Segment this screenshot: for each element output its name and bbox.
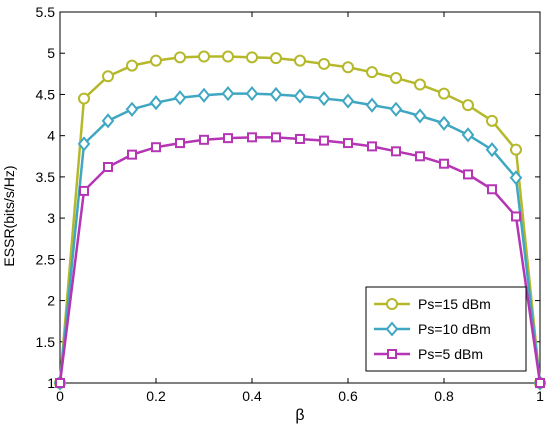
legend-marker (386, 298, 398, 310)
y-tick-label: 4.5 (36, 86, 56, 102)
series-layer (53, 50, 547, 391)
data-point (175, 138, 185, 149)
y-tick-label: 3 (47, 210, 55, 226)
data-point (246, 51, 258, 64)
data-point (390, 71, 402, 84)
data-point (221, 86, 235, 102)
y-tick-label: 4 (47, 128, 55, 144)
data-point (150, 54, 162, 67)
y-tick-label: 1 (47, 375, 55, 391)
data-point (510, 143, 522, 156)
data-point (511, 211, 521, 222)
data-point (55, 378, 65, 388)
x-axis-label: β (295, 407, 304, 424)
data-point (438, 87, 450, 100)
data-point (223, 133, 233, 144)
data-point (367, 141, 377, 152)
data-point (439, 158, 449, 169)
data-point (198, 50, 210, 63)
data-point (294, 54, 306, 67)
legend: Ps=15 dBm Ps=10 dBm Ps=5 dBm (365, 286, 527, 372)
data-point (366, 66, 378, 79)
y-tick-label: 5.5 (36, 4, 56, 20)
data-point (535, 378, 545, 388)
y-tick-label: 5 (47, 45, 55, 61)
data-point (485, 142, 499, 158)
data-point (487, 184, 497, 195)
x-tick-label: 1 (536, 388, 544, 404)
data-point (125, 101, 139, 117)
data-point (222, 50, 234, 63)
y-tick-label: 2 (47, 293, 55, 309)
data-point (415, 151, 425, 162)
data-point (199, 134, 209, 145)
data-point (342, 61, 354, 74)
data-point (245, 86, 259, 102)
data-point (197, 87, 211, 103)
data-point (149, 95, 163, 111)
x-tick-label: 0 (56, 388, 64, 404)
data-point (126, 59, 138, 72)
data-point (365, 97, 379, 113)
data-point (173, 90, 187, 106)
x-tick-label: 0.8 (434, 388, 454, 404)
data-point (486, 114, 498, 127)
data-point (389, 101, 403, 117)
data-point (271, 132, 281, 143)
y-axis-label: ESSR(bits/s/Hz) (1, 165, 17, 266)
data-point (319, 135, 329, 146)
legend-marker (385, 321, 399, 337)
data-point (174, 51, 186, 64)
y-tick-label: 3.5 (36, 169, 56, 185)
data-point (318, 57, 330, 70)
data-point (269, 86, 283, 103)
series-1 (54, 50, 546, 389)
data-point (293, 88, 307, 104)
axis-ticks: 0 0.2 0.4 0.6 0.8 1 1 1.5 2 2.5 3 3.5 4 4.5 5 5.5 (36, 4, 545, 404)
legend-label: Ps=15 dBm (418, 296, 491, 312)
data-point (101, 113, 115, 129)
data-point (295, 133, 305, 144)
data-point (77, 136, 91, 152)
data-point (127, 149, 137, 160)
y-tick-label: 1.5 (36, 334, 56, 350)
data-point (78, 92, 90, 105)
data-point (437, 115, 451, 131)
y-tick-label: 2.5 (36, 251, 56, 267)
legend-marker (387, 349, 397, 359)
x-tick-label: 0.4 (242, 388, 262, 404)
data-point (509, 170, 523, 186)
legend-label: Ps=5 dBm (418, 346, 483, 362)
data-point (270, 52, 282, 65)
x-tick-label: 0.6 (338, 388, 358, 404)
data-point (341, 93, 355, 109)
data-point (461, 127, 475, 143)
series-3 (55, 132, 545, 388)
data-point (79, 185, 89, 196)
data-point (103, 161, 113, 172)
legend-label: Ps=10 dBm (418, 321, 491, 337)
data-point (102, 70, 114, 83)
data-point (151, 142, 161, 153)
data-point (462, 99, 474, 112)
data-point (463, 169, 473, 180)
data-point (414, 78, 426, 91)
data-point (317, 91, 331, 107)
data-point (343, 138, 353, 149)
data-point (247, 132, 257, 143)
x-tick-label: 0.2 (146, 388, 166, 404)
data-point (391, 146, 401, 157)
data-point (413, 108, 427, 124)
